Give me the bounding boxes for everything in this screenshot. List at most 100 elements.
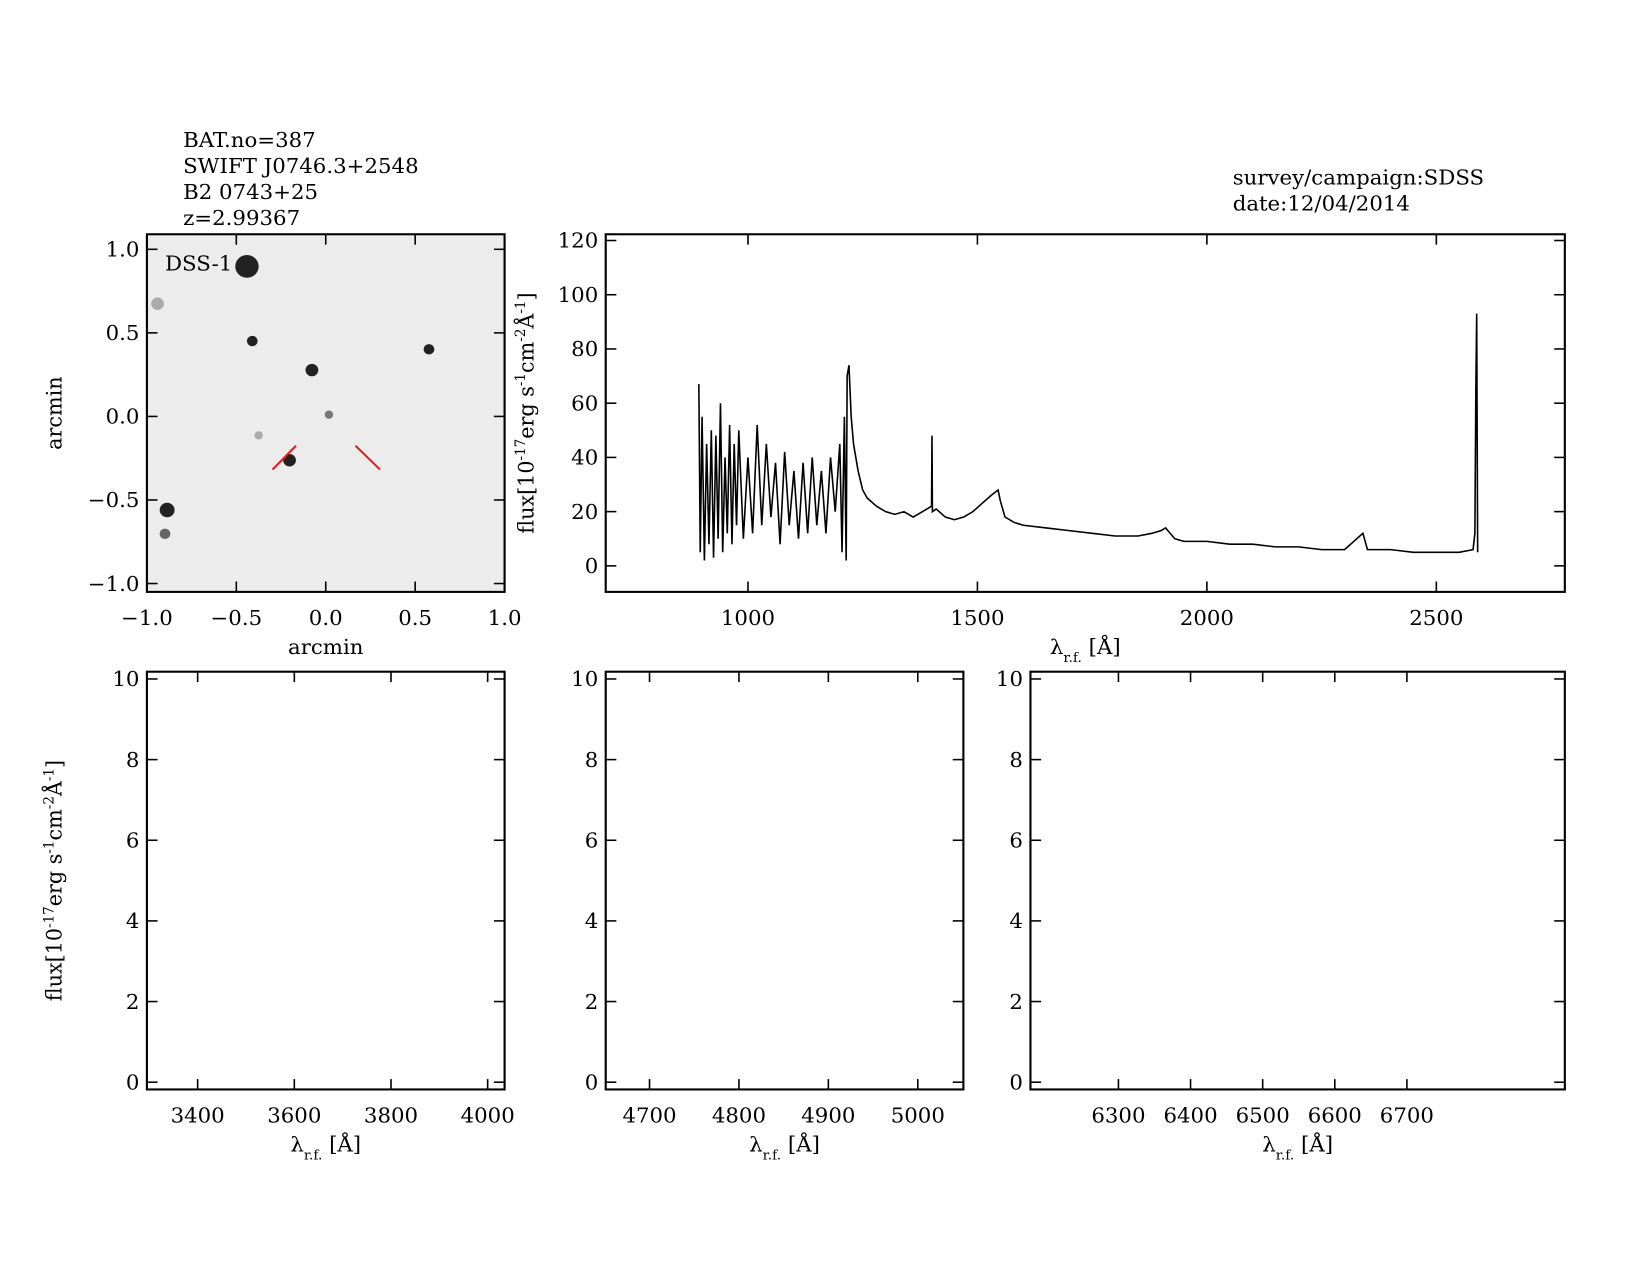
y-tick-label: 8	[126, 747, 140, 772]
label-part: [Å]	[781, 1132, 820, 1157]
x-tick-label: 2500	[1409, 605, 1463, 630]
header-line: z=2.99367	[183, 205, 300, 230]
marker	[354, 444, 381, 471]
y-tick-label: 10	[996, 666, 1023, 691]
label-part: λ	[749, 1132, 762, 1157]
label-part: -2	[41, 796, 57, 809]
label-part: -17	[513, 439, 529, 461]
label-part: [Å]	[322, 1132, 361, 1157]
y-tick-label: −1.0	[88, 571, 140, 596]
x-axis-label: λr.f. [Å]	[1050, 634, 1121, 666]
label-part: Å	[41, 780, 66, 797]
x-axis-label: arcmin	[288, 634, 363, 659]
label-part: r.f.	[1276, 1148, 1295, 1164]
plot-frame	[145, 670, 506, 1091]
spectrum-line	[698, 313, 1479, 561]
label-part: Å	[513, 313, 538, 330]
x-axis-label: λr.f. [Å]	[749, 1132, 820, 1164]
marker	[271, 445, 297, 471]
x-tick-label: 0.0	[309, 605, 343, 630]
label-part: cm	[513, 342, 538, 373]
label-part: ]	[41, 760, 66, 768]
plot-frame	[1029, 670, 1566, 1091]
star	[151, 297, 164, 310]
annotation: survey/campaign:SDSS	[1233, 165, 1484, 190]
label-part: ]	[513, 292, 538, 300]
stars	[151, 255, 435, 540]
x-tick-label: 6700	[1380, 1103, 1434, 1128]
label-part: r.f.	[1063, 650, 1082, 666]
y-tick-label: −0.5	[88, 488, 140, 513]
label-part: [Å]	[1294, 1132, 1333, 1157]
label-part: -1	[41, 840, 57, 853]
label-part: r.f.	[763, 1148, 782, 1164]
x-tick-label: 1.0	[488, 605, 522, 630]
y-tick-label: 2	[126, 989, 140, 1014]
x-tick-label: 1000	[721, 605, 775, 630]
x-tick-label: 6600	[1308, 1103, 1362, 1128]
y-tick-label: 10	[112, 666, 139, 691]
label-part: arcmin	[288, 634, 363, 659]
x-axis-label: λr.f. [Å]	[1262, 1132, 1333, 1164]
label-part: λ	[1262, 1132, 1275, 1157]
x-tick-label: 6400	[1163, 1103, 1217, 1128]
y-tick-label: 80	[571, 336, 598, 361]
x-tick-label: 4800	[712, 1103, 766, 1128]
header-line: B2 0743+25	[183, 179, 318, 204]
label-part: λ	[290, 1132, 303, 1157]
y-tick-label: 1.0	[106, 237, 140, 262]
x-tick-label: 3800	[364, 1103, 418, 1128]
label-part: -1	[513, 301, 529, 314]
y-tick-label: 4	[585, 908, 599, 933]
header-line: BAT.no=387	[183, 127, 316, 152]
image-label: DSS-1	[165, 251, 232, 276]
x-axis-label: λr.f. [Å]	[290, 1132, 361, 1164]
label-part: -1	[513, 373, 529, 386]
y-tick-label: 4	[126, 908, 140, 933]
y-tick-label: 120	[558, 228, 599, 253]
x-tick-label: −0.5	[210, 605, 262, 630]
y-tick-label: 4	[1009, 908, 1023, 933]
x-tick-label: 0.5	[398, 605, 432, 630]
x-tick-label: 6300	[1091, 1103, 1145, 1128]
y-tick-label: 20	[571, 499, 598, 524]
star	[159, 528, 171, 540]
header-line: SWIFT J0746.3+2548	[183, 153, 419, 178]
label-part: λ	[1050, 634, 1063, 659]
x-tick-label: 2000	[1180, 605, 1234, 630]
label-part: -2	[513, 329, 529, 342]
label-part: -17	[41, 906, 57, 928]
y-tick-label: 10	[571, 666, 598, 691]
x-tick-label: 5000	[891, 1103, 945, 1128]
x-tick-label: −1.0	[121, 605, 173, 630]
star	[423, 344, 435, 355]
y-tick-label: 8	[1009, 747, 1023, 772]
star	[246, 335, 258, 347]
y-tick-label: 0	[585, 553, 599, 578]
x-tick-label: 1500	[950, 605, 1004, 630]
y-tick-label: 6	[126, 828, 140, 853]
plot-frame	[604, 233, 1566, 593]
star	[324, 410, 334, 419]
y-tick-label: 6	[585, 828, 599, 853]
x-tick-label: 3600	[267, 1103, 321, 1128]
y-axis-label: flux[10-17erg s-1cm-2Å-1]	[41, 760, 66, 1001]
y-tick-label: 6	[1009, 828, 1023, 853]
star	[254, 431, 263, 440]
y-tick-label: 0	[1009, 1070, 1023, 1095]
y-tick-label: 0.5	[106, 320, 140, 345]
y-tick-label: 0	[126, 1070, 140, 1095]
star	[235, 255, 259, 278]
star	[305, 363, 319, 377]
label-part: cm	[41, 809, 66, 840]
y-tick-label: 2	[585, 989, 599, 1014]
label-part: -1	[41, 768, 57, 781]
star	[159, 502, 175, 518]
label-part: r.f.	[304, 1148, 323, 1164]
y-tick-label: 100	[558, 282, 599, 307]
y-axis-label: arcmin	[41, 376, 66, 449]
x-tick-label: 4700	[622, 1103, 676, 1128]
y-tick-label: 2	[1009, 989, 1023, 1014]
